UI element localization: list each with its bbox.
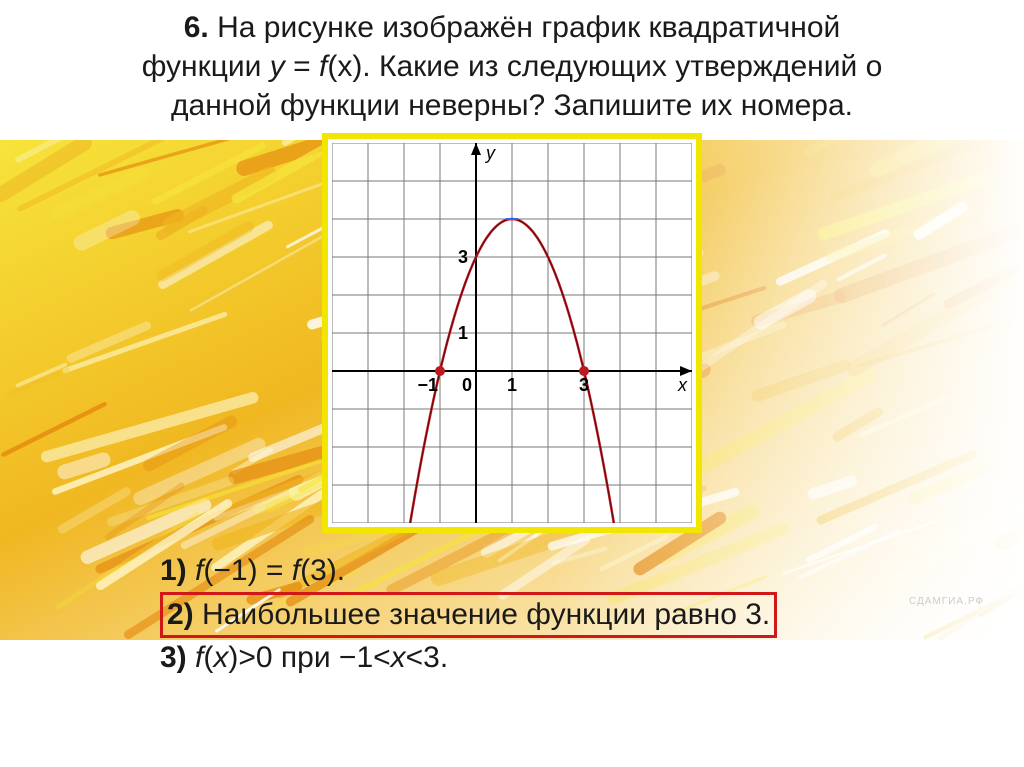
svg-text:y: y [484,143,496,163]
graph-frame: y x −1 0 1 3 1 3 [322,133,702,533]
svg-text:x: x [677,375,688,395]
svg-text:1: 1 [458,323,468,343]
answer-3: 3) f(x)>0 при −1<x<3. [160,638,448,679]
svg-text:−1: −1 [417,375,438,395]
question-number: 6. [184,11,209,44]
svg-text:3: 3 [579,375,589,395]
question-text: 6. На рисунке изображён график квадратич… [0,0,1024,129]
answer-1: 1) f(−1) = f(3). [160,551,345,592]
answers-block: 1) f(−1) = f(3). 2) Наибольшее значение … [160,551,1024,679]
svg-text:3: 3 [458,247,468,267]
parabola-graph: y x −1 0 1 3 1 3 [332,143,692,523]
svg-text:1: 1 [507,375,517,395]
answer-2-highlight: 2) Наибольшее значение функции равно 3. [160,592,777,639]
graph-container: y x −1 0 1 3 1 3 [0,133,1024,533]
svg-text:0: 0 [462,375,472,395]
